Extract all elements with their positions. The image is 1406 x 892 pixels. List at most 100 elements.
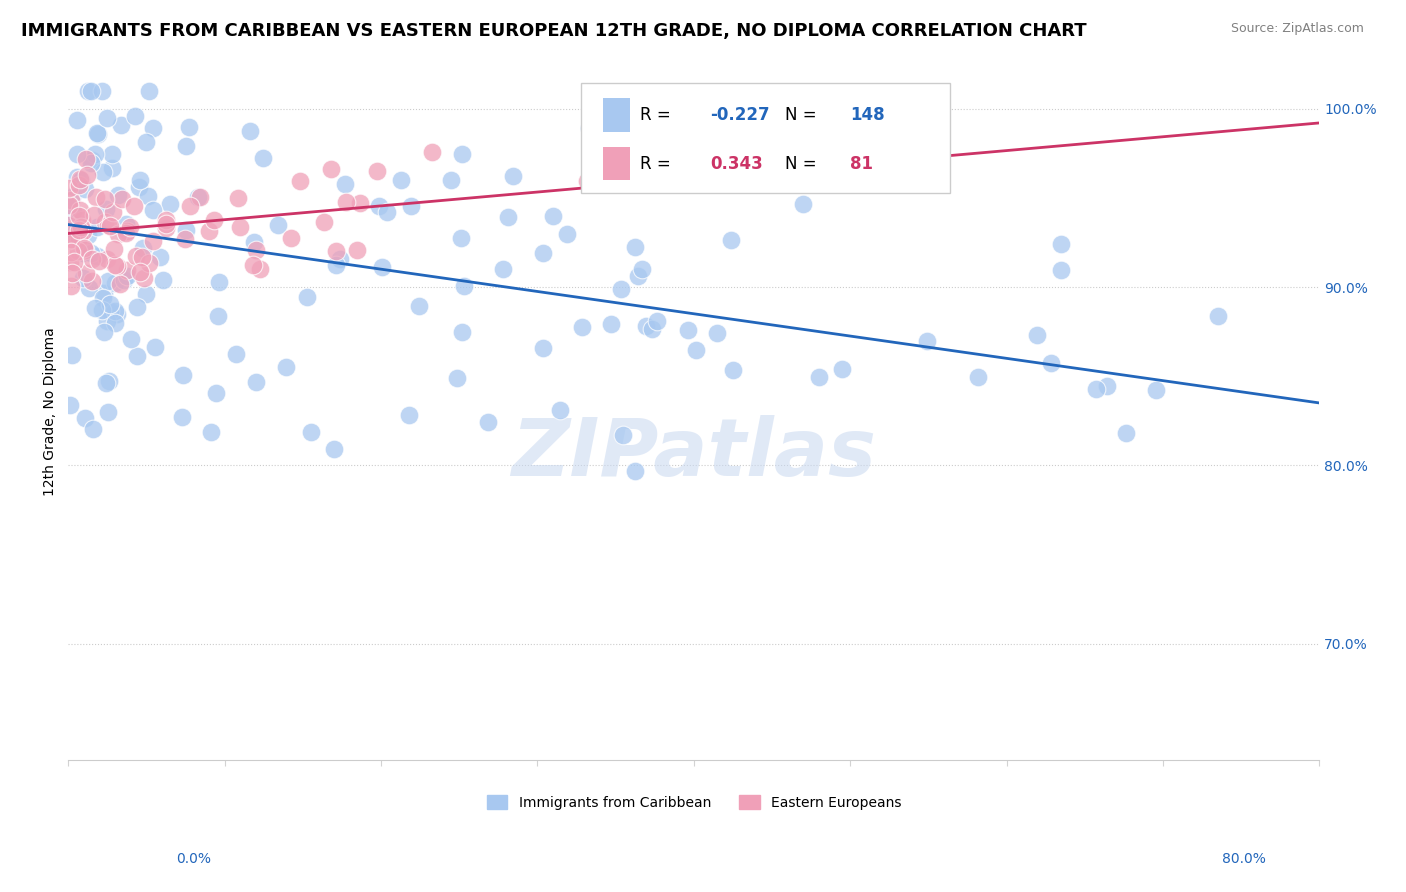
Point [93, 286, 115, 301]
Point [440, 172, 463, 186]
Point [229, 219, 252, 234]
Point [179, 199, 201, 213]
Point [84, 190, 107, 204]
Point [131, 251, 153, 265]
Point [207, 309, 229, 323]
Point [245, 376, 267, 390]
Text: N =: N = [785, 106, 823, 124]
Point [122, 199, 145, 213]
Point [1025, 327, 1047, 342]
Point [198, 224, 221, 238]
Point [69, 172, 91, 186]
Point [58, 181, 80, 195]
Point [678, 323, 700, 337]
Point [323, 442, 346, 456]
Point [138, 84, 160, 98]
Point [103, 242, 125, 256]
Point [627, 269, 650, 284]
Point [173, 232, 195, 246]
Point [118, 219, 141, 234]
Point [97, 405, 120, 419]
Point [371, 260, 394, 274]
Point [636, 319, 658, 334]
Point [105, 259, 128, 273]
Point [242, 258, 264, 272]
Point [792, 197, 814, 211]
Point [706, 326, 728, 341]
Point [366, 164, 388, 178]
Point [94, 215, 117, 229]
Point [274, 360, 297, 375]
Point [288, 174, 311, 188]
Point [66, 147, 89, 161]
Point [82, 422, 104, 436]
Point [252, 151, 274, 165]
Point [87, 128, 110, 142]
Point [86, 220, 108, 235]
Point [299, 425, 322, 440]
Point [450, 230, 472, 244]
Point [555, 227, 578, 241]
Point [59, 232, 82, 246]
Text: 0.0%: 0.0% [176, 852, 211, 866]
Point [420, 145, 443, 160]
Point [58, 199, 80, 213]
Point [124, 109, 146, 123]
Point [73, 243, 96, 257]
Point [245, 243, 267, 257]
Point [98, 297, 121, 311]
Point [966, 369, 988, 384]
Point [136, 188, 159, 202]
Point [62, 190, 84, 204]
Point [110, 118, 132, 132]
Point [103, 304, 125, 318]
Point [108, 277, 131, 292]
Point [408, 299, 430, 313]
Point [915, 334, 938, 348]
Point [1144, 383, 1167, 397]
Point [155, 217, 177, 231]
Point [226, 190, 249, 204]
Point [335, 195, 357, 210]
Point [531, 246, 554, 260]
Point [96, 252, 118, 266]
Point [115, 269, 138, 284]
Point [399, 199, 422, 213]
Point [100, 304, 122, 318]
Point [76, 153, 98, 167]
Point [115, 263, 138, 277]
Point [120, 332, 142, 346]
Point [446, 371, 468, 385]
Point [96, 112, 118, 126]
Point [58, 218, 80, 232]
Point [80, 246, 103, 260]
Point [188, 190, 211, 204]
Bar [603, 98, 630, 131]
Point [225, 347, 247, 361]
Point [159, 196, 181, 211]
Point [107, 227, 129, 241]
Point [66, 244, 89, 258]
Point [98, 219, 121, 234]
Point [721, 363, 744, 377]
Text: 81: 81 [851, 154, 873, 172]
Point [80, 153, 103, 167]
Point [97, 274, 120, 288]
Point [114, 217, 136, 231]
Point [451, 325, 474, 339]
Point [155, 220, 177, 235]
Point [90, 302, 112, 317]
Point [91, 291, 114, 305]
Y-axis label: 12th Grade, No Diploma: 12th Grade, No Diploma [44, 327, 58, 496]
Point [100, 147, 122, 161]
Point [79, 84, 101, 98]
Point [105, 308, 128, 322]
Point [453, 278, 475, 293]
Point [60, 278, 83, 293]
Point [58, 233, 80, 247]
Point [104, 277, 127, 291]
Point [73, 411, 96, 425]
Point [89, 253, 111, 268]
Point [624, 464, 647, 478]
Text: 148: 148 [851, 106, 884, 124]
